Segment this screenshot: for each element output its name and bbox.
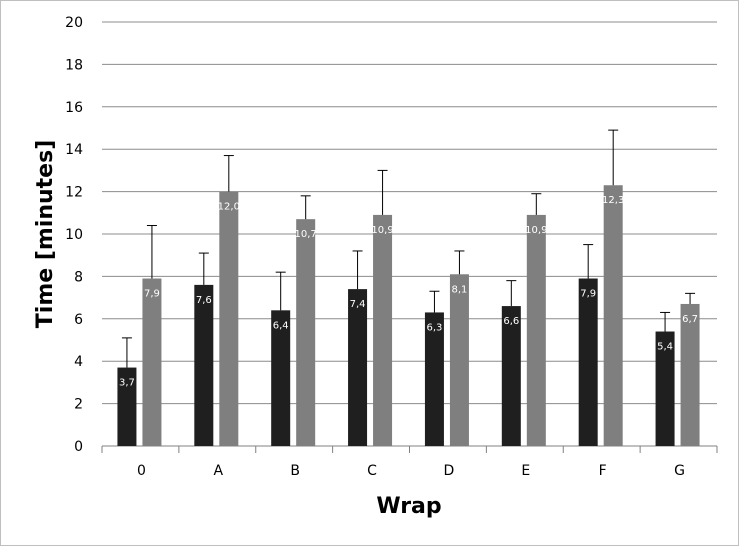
y-axis-ticks: 0 2 4 6 8 10 12 14 16 18 20 [65, 15, 83, 455]
data-label: 7,9 [144, 289, 160, 300]
y-tick-label: 4 [74, 354, 83, 370]
data-label: 7,4 [350, 299, 366, 310]
y-tick-label: 10 [65, 227, 83, 243]
data-label: 7,6 [196, 295, 212, 306]
bar [603, 185, 623, 447]
bar [271, 310, 291, 446]
data-label: 6,3 [426, 322, 442, 333]
bar [194, 284, 214, 446]
bar [655, 331, 675, 446]
bar [373, 214, 393, 446]
y-axis-title: Time [minutes] [33, 140, 58, 328]
y-tick-label: 18 [65, 57, 83, 73]
x-tick-label: C [367, 463, 377, 479]
bar [219, 191, 239, 446]
data-label: 12,0 [218, 202, 240, 213]
bar [449, 274, 469, 446]
x-tick-label: E [521, 463, 530, 479]
x-tick-label: 0 [137, 463, 146, 479]
data-label: 12,3 [602, 195, 624, 206]
data-label: 10,7 [295, 229, 317, 240]
data-label: 3,7 [119, 378, 135, 389]
data-label: 6,6 [503, 316, 519, 327]
y-tick-label: 16 [65, 100, 83, 116]
bar [526, 214, 546, 446]
bar [117, 367, 137, 446]
data-label: 10,9 [525, 225, 547, 236]
y-tick-label: 12 [65, 185, 83, 201]
y-tick-label: 20 [65, 15, 83, 31]
x-axis-title: Wrap [376, 494, 441, 519]
x-axis [101, 445, 718, 453]
y-tick-label: 8 [74, 269, 83, 285]
bar [296, 219, 316, 446]
y-tick-label: 0 [74, 439, 83, 455]
x-tick-label: B [290, 463, 300, 479]
bar [501, 306, 521, 446]
gridlines [102, 21, 717, 447]
bars: 3,7 7,9 7,6 12,0 6,4 10,7 7,4 10,9 6,3 8,1 6,6 10,9… [117, 129, 700, 447]
bar [142, 278, 162, 446]
y-tick-label: 14 [65, 142, 83, 158]
bar [578, 278, 598, 446]
data-label: 5,4 [657, 342, 673, 353]
data-label: 6,4 [273, 320, 289, 331]
data-label: 8,1 [451, 284, 467, 295]
y-tick-label: 6 [74, 312, 83, 328]
x-tick-label: F [599, 463, 607, 479]
y-tick-label: 2 [74, 397, 83, 413]
x-tick-label: A [214, 463, 224, 479]
data-label: 7,9 [580, 289, 596, 300]
bar [680, 303, 700, 446]
data-label: 10,9 [371, 225, 393, 236]
x-axis-ticks: 0 A B C D E F G [137, 463, 685, 479]
bar [348, 289, 368, 446]
data-label: 6,7 [682, 314, 698, 325]
x-tick-label: D [444, 463, 455, 479]
x-tick-label: G [674, 463, 685, 479]
bar [424, 312, 444, 446]
